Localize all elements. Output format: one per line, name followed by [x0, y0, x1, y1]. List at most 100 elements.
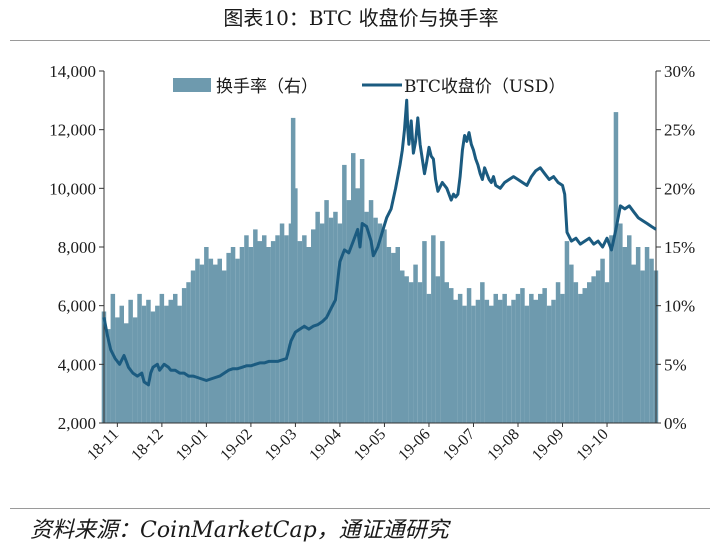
legend-bar-swatch: [173, 78, 211, 92]
turnover-bar: [493, 293, 498, 423]
x-tick-label: 19-08: [484, 426, 522, 464]
turnover-bar: [124, 323, 129, 423]
turnover-bar: [555, 282, 561, 423]
bottom-rule: [10, 508, 710, 509]
turnover-bar: [115, 317, 120, 423]
x-tick-label: 19-01: [173, 426, 211, 464]
turnover-bar: [502, 293, 507, 423]
turnover-bar: [248, 247, 254, 423]
turnover-bar: [337, 223, 343, 423]
turnover-bar: [279, 223, 285, 423]
turnover-bar: [141, 305, 147, 423]
turnover-bar: [524, 305, 530, 423]
right-tick-label: 5%: [664, 355, 687, 374]
turnover-bar: [199, 264, 205, 423]
turnover-bar: [173, 293, 178, 423]
turnover-bar: [431, 235, 436, 423]
turnover-bar: [342, 164, 347, 423]
turnover-bar: [137, 293, 142, 423]
turnover-bar: [181, 288, 187, 423]
turnover-bar: [284, 235, 289, 423]
turnover-bar: [226, 252, 231, 423]
x-tick-label: 19-07: [440, 426, 478, 464]
left-tick-label: 2,000: [58, 414, 96, 433]
turnover-bar: [542, 288, 547, 423]
turnover-bar: [506, 305, 512, 423]
x-tick-label: 19-09: [529, 426, 567, 464]
turnover-bar: [578, 293, 583, 423]
turnover-bar: [457, 293, 463, 423]
turnover-bar: [386, 247, 392, 423]
turnover-bar: [573, 282, 579, 423]
turnover-bar: [426, 293, 432, 423]
turnover-bar: [177, 305, 182, 423]
turnover-bar: [293, 188, 298, 423]
turnover-bar: [221, 270, 227, 423]
turnover-bar: [533, 299, 538, 423]
left-tick-label: 8,000: [58, 238, 96, 257]
turnover-bar: [440, 241, 445, 423]
top-rule: [10, 40, 710, 41]
turnover-bar: [520, 288, 525, 423]
turnover-bar: [364, 211, 369, 423]
turnover-bar: [497, 299, 503, 423]
turnover-bar: [257, 241, 262, 423]
turnover-bar: [110, 293, 116, 423]
turnover-bar: [306, 247, 311, 423]
turnover-bar: [359, 159, 365, 423]
turnover-bar: [453, 299, 458, 423]
source-note: 资料来源：CoinMarketCap，通证通研究: [30, 518, 449, 543]
turnover-bar: [395, 247, 400, 423]
turnover-bar: [186, 282, 191, 423]
turnover-bar: [373, 217, 378, 423]
left-tick-label: 6,000: [58, 297, 96, 316]
turnover-bar: [408, 282, 414, 423]
turnover-bar: [235, 258, 240, 423]
right-tick-label: 0%: [664, 414, 687, 433]
turnover-bar: [244, 235, 249, 423]
turnover-bar: [466, 288, 472, 423]
turnover-bar: [640, 270, 645, 423]
turnover-bar: [302, 235, 307, 423]
turnover-bar: [377, 223, 383, 423]
turnover-bar: [511, 299, 516, 423]
turnover-bar: [622, 247, 628, 423]
left-tick-label: 4,000: [58, 355, 96, 374]
turnover-bar: [217, 258, 222, 423]
turnover-bar: [631, 264, 636, 423]
right-tick-label: 30%: [664, 62, 695, 81]
turnover-bar: [475, 299, 481, 423]
turnover-bar: [546, 305, 552, 423]
turnover-bar: [569, 264, 574, 423]
turnover-bar: [618, 223, 623, 423]
turnover-bar: [649, 258, 654, 423]
turnover-bar: [346, 200, 352, 423]
turnover-bar: [564, 241, 570, 423]
turnover-bar: [368, 200, 374, 423]
turnover-bar: [333, 211, 338, 423]
turnover-bar: [515, 293, 521, 423]
btc-price-line: [102, 98, 657, 387]
turnover-bar: [489, 305, 494, 423]
left-tick-label: 12,000: [49, 121, 96, 140]
turnover-bar: [315, 211, 320, 423]
turnover-bar: [644, 247, 650, 423]
turnover-bar: [351, 153, 356, 423]
legend-price-label: BTC收盘价（USD）: [404, 77, 565, 97]
turnover-bar: [253, 229, 258, 423]
x-tick-label: 18-12: [128, 426, 166, 464]
turnover-bar: [391, 252, 396, 423]
turnover-bar: [159, 293, 165, 423]
turnover-bar: [132, 317, 138, 423]
turnover-bar: [600, 258, 605, 423]
turnover-bar: [595, 270, 601, 423]
turnover-bar: [422, 241, 427, 423]
chart-title: 图表10：BTC 收盘价与换手率: [223, 6, 499, 30]
turnover-bar: [213, 264, 218, 423]
left-tick-label: 14,000: [49, 62, 96, 81]
turnover-bar: [604, 282, 610, 423]
right-tick-label: 10%: [664, 297, 695, 316]
left-tick-label: 10,000: [49, 179, 96, 198]
turnover-bar: [587, 282, 592, 423]
turnover-bar: [400, 270, 405, 423]
